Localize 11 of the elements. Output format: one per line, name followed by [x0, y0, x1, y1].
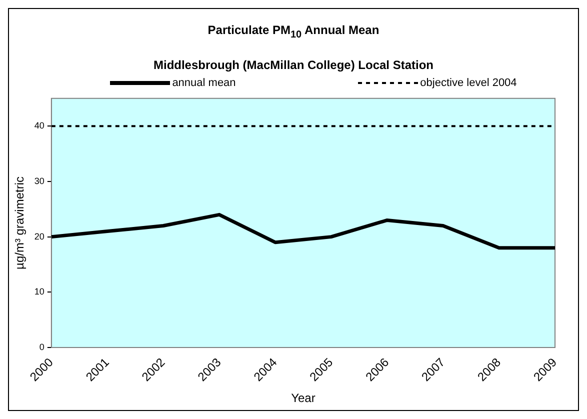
y-tick-label: 20 [34, 232, 44, 242]
y-tick-label: 30 [34, 176, 44, 186]
legend-label: objective level 2004 [420, 77, 517, 90]
legend-label: annual mean [172, 77, 236, 90]
y-tick-label: 40 [34, 120, 44, 131]
y-axis-title: µg/m³ gravimetric [12, 176, 27, 270]
x-axis-title: Year [291, 392, 316, 406]
y-tick-label: 10 [34, 287, 44, 298]
y-tick-label: 0 [39, 342, 44, 352]
chart-subtitle: Middlesbrough (MacMillan College) Local Station [152, 58, 434, 72]
chart-title: Particulate PM$_{10}$ Annual Mean [206, 23, 380, 40]
